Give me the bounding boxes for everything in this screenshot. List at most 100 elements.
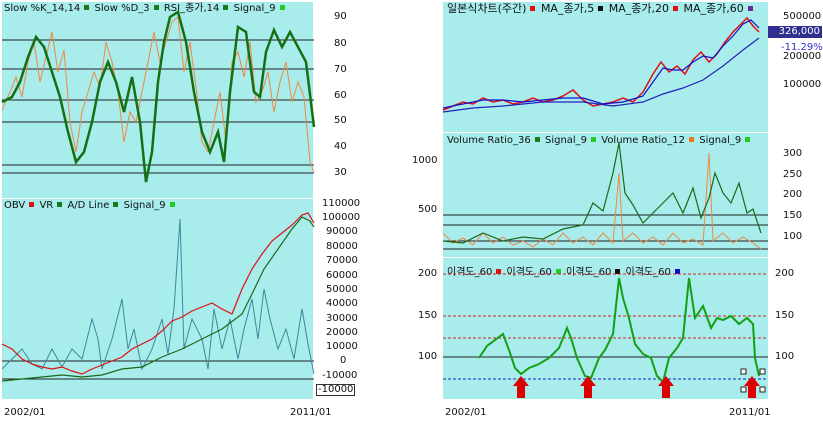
legend-swatch [496,269,502,274]
legend-swatch [169,202,175,207]
stochastic-y-axis [314,2,362,198]
legend-item: Signal_9 [699,135,742,146]
legend-swatch [57,202,63,207]
legend-swatch [153,5,159,10]
disparity-left-axis [400,258,442,399]
y-tick: 0 [340,355,347,366]
ma60-line [442,37,760,113]
up-arrow-icon [513,376,529,398]
up-arrow-icon [658,376,674,398]
y-tick-right: 100 [775,351,795,362]
y-tick: 80 [334,38,347,49]
y-tick: 60 [334,90,347,101]
date-end: 2011/01 [729,407,771,418]
y-tick: 50 [334,115,347,126]
date-start: 2002/01 [4,407,46,418]
legend-item: Slow %K_14,14 [4,3,81,14]
obv-line [1,212,315,375]
y-tick: 40 [334,141,347,152]
obv-y-axis [314,199,362,399]
legend-swatch [530,6,536,11]
y-tick: 50000 [326,284,358,295]
date-end: 2011/01 [290,407,332,418]
y-tick: 30000 [326,313,358,324]
legend-swatch [29,202,35,207]
y-tick-right: 200 [783,189,803,200]
volume-left-axis [400,133,442,257]
legend-item: RSI_종가,14 [163,3,220,14]
y-tick: 30 [334,167,347,178]
y-tick: 500000 [783,11,822,22]
legend-swatch [555,269,561,274]
stochastic-legend: Slow %K_14,14 Slow %D_3 RSI_종가,14 Signal… [4,3,287,15]
ad-line [1,216,315,382]
legend-swatch [689,137,695,142]
y-tick: 70000 [326,255,358,266]
y-tick: 100000 [783,79,822,90]
up-arrow-icon [744,376,760,398]
legend-item: MA_종가,60 [683,2,744,15]
selection-handles[interactable] [740,368,766,393]
obv-legend: OBV VR A/D Line Signal_9 [4,200,177,212]
legend-swatch [745,137,751,142]
candles-line [442,16,760,111]
y-tick: 110000 [322,198,361,209]
price-legend: 일본식차트(주간) MA_종가,5 MA_종가,20 MA_종가,60 [447,3,755,15]
obv-panel [2,199,313,399]
legend-swatch [84,5,90,10]
legend-swatch [598,6,604,11]
legend-item: 이격도_60 [447,267,493,278]
slow-k-line [1,10,316,183]
y-tick: 70 [334,64,347,75]
y-tick-left: 200 [418,268,438,279]
y-tick-right: 250 [783,169,803,180]
disparity-chart [443,273,768,398]
legend-item: Volume Ratio_12 [601,135,686,146]
volume-ratio-chart [442,142,768,250]
disparity-legend: 이격도_60 이격도_60 이격도_60 이격도_60 [447,267,682,279]
y-tick-right: 100 [783,231,803,242]
price-panel [443,2,768,132]
legend-swatch [534,137,540,142]
y-tick: 90000 [326,226,358,237]
disparity-right-axis [768,258,823,399]
ma5-line [442,19,760,109]
legend-item: MA_종가,5 [540,2,595,15]
right-date-axis [443,400,823,420]
price-y-axis [768,2,823,132]
legend-item: OBV [4,200,26,211]
legend-item: Slow %D_3 [94,3,150,14]
legend-item: Signal_9 [123,200,166,211]
y-tick: 60000 [326,270,358,281]
price-change-pct: -11.29% [781,42,823,53]
legend-item: VR [39,200,54,211]
y-tick-right: 150 [783,210,803,221]
up-arrow-icon [580,376,596,398]
y-tick-left: 100 [418,351,438,362]
y-tick-left: 150 [418,310,438,321]
legend-swatch [747,6,753,11]
legend-item: 이격도_60 [566,267,612,278]
legend-swatch [591,137,597,142]
price-chart [442,16,760,113]
y-tick: 100000 [322,212,361,223]
date-start: 2002/01 [445,407,487,418]
legend-item: Signal_9 [544,135,588,146]
y-tick: 80000 [326,241,358,252]
y-tick: 90 [334,11,347,22]
legend-item: MA_종가,20 [608,2,669,15]
y-tick-right: 150 [775,310,795,321]
volume-ratio-36-line [442,142,762,244]
y-tick-right: 300 [783,148,803,159]
disparity-60-line [478,277,760,384]
y-tick: 40000 [326,298,358,309]
disparity-panel [443,258,768,399]
obv-chart [1,212,315,382]
legend-swatch [615,269,621,274]
y-tick-left: 1000 [412,155,438,166]
legend-swatch [279,5,285,10]
legend-swatch [223,5,229,10]
legend-item: Volume Ratio_36 [447,135,531,146]
axis-marker: -10000 [316,384,356,396]
volume-ratio-legend: Volume Ratio_36 Signal_9 Volume Ratio_12… [447,135,752,147]
